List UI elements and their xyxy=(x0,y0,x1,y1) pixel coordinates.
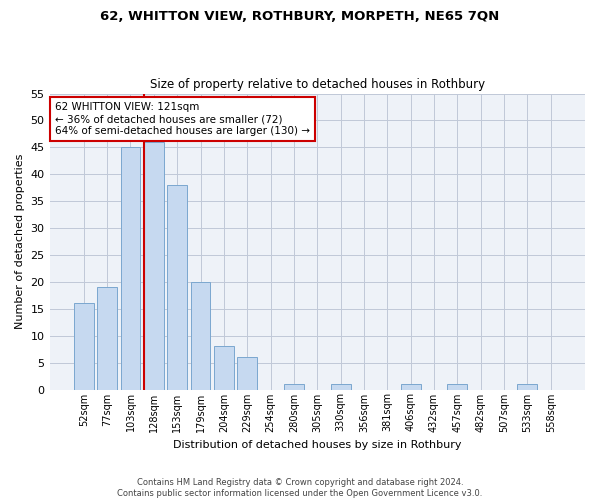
Bar xyxy=(238,357,257,390)
Bar xyxy=(144,142,164,390)
Bar xyxy=(284,384,304,390)
X-axis label: Distribution of detached houses by size in Rothbury: Distribution of detached houses by size … xyxy=(173,440,461,450)
Bar xyxy=(97,288,117,390)
Bar xyxy=(448,384,467,390)
Bar xyxy=(401,384,421,390)
Bar xyxy=(74,304,94,390)
Bar xyxy=(331,384,350,390)
Bar xyxy=(517,384,538,390)
Bar xyxy=(121,148,140,390)
Bar xyxy=(167,185,187,390)
Y-axis label: Number of detached properties: Number of detached properties xyxy=(15,154,25,329)
Bar xyxy=(191,282,211,390)
Text: 62, WHITTON VIEW, ROTHBURY, MORPETH, NE65 7QN: 62, WHITTON VIEW, ROTHBURY, MORPETH, NE6… xyxy=(100,10,500,23)
Text: Contains HM Land Registry data © Crown copyright and database right 2024.
Contai: Contains HM Land Registry data © Crown c… xyxy=(118,478,482,498)
Text: 62 WHITTON VIEW: 121sqm
← 36% of detached houses are smaller (72)
64% of semi-de: 62 WHITTON VIEW: 121sqm ← 36% of detache… xyxy=(55,102,310,136)
Title: Size of property relative to detached houses in Rothbury: Size of property relative to detached ho… xyxy=(150,78,485,91)
Bar xyxy=(214,346,234,390)
